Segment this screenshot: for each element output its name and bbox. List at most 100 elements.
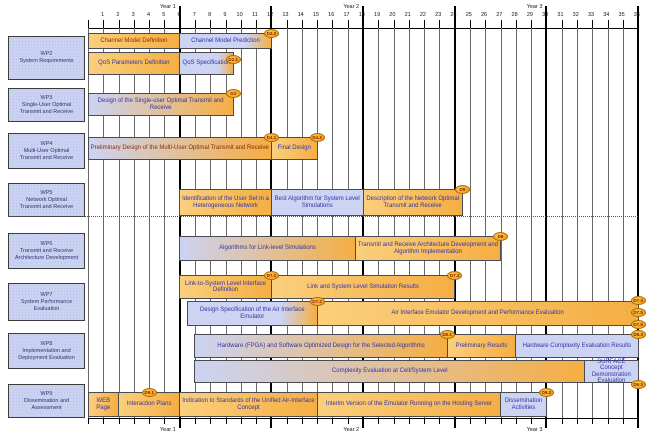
wp-box-label: Network Optimal (26, 196, 67, 203)
wp-box-label: WP9 (40, 390, 53, 397)
month-gridline (485, 28, 487, 418)
month-gridline (545, 28, 548, 418)
month-tick-bottom (164, 418, 166, 424)
month-number: 15 (312, 12, 320, 18)
gantt-bar-segment: Preliminary Design of the Multi-User Opt… (87, 137, 272, 160)
month-number: 11 (252, 12, 258, 18)
milestone-badge: D7.1 (263, 271, 279, 280)
gantt-bar-segment: Algorithms for Link-level Simulations (179, 236, 356, 261)
wp-box-label: WP5 (40, 189, 53, 196)
month-tick-top (545, 6, 548, 28)
gantt-bar-segment: Final Design (270, 137, 318, 160)
month-tick-top (347, 20, 349, 28)
month-tick-bottom (347, 418, 349, 424)
month-number: 8 (208, 12, 212, 18)
month-gridline (103, 28, 105, 418)
gantt-bar-segment: Design Specification of the Air Interfac… (186, 301, 318, 326)
gantt-bar-segment: WEB Page (87, 392, 120, 417)
month-tick-top (178, 6, 181, 28)
month-number: 17 (343, 12, 350, 18)
month-gridline (515, 28, 517, 418)
milestone-badge: D7.4 (630, 296, 646, 305)
month-number: 32 (572, 12, 579, 18)
month-gridline (622, 28, 624, 418)
month-number: 14 (297, 12, 304, 18)
wp-box-wp9: WP9 Dissemination and Assessment (8, 384, 85, 418)
wp-box-wp5: WP5 Network Optimal Transmit and Receive (8, 183, 85, 217)
month-number: 29 (526, 12, 533, 18)
month-tick-top (194, 20, 196, 28)
month-tick-top (485, 20, 487, 28)
gantt-bar-segment: Link-to-System Level Interface Definitio… (179, 275, 272, 299)
milestone-badge: D8.3 (630, 330, 646, 339)
gantt-bar-segment: Description of the Network Optimal Trans… (362, 189, 463, 216)
wp-box-wp4: WP4 Multi-User Optimal Transmit and Receiv… (8, 133, 85, 169)
wp-box-label: Transmit and Receive (19, 247, 74, 254)
gantt-bar-segment: Channel Model Definition (87, 33, 181, 49)
month-tick-bottom (607, 418, 609, 424)
month-tick-top (118, 20, 120, 28)
wp-box-label: WP7 (40, 291, 53, 298)
month-tick-top (439, 20, 441, 28)
milestone-badge: D9.2 (538, 388, 554, 397)
month-tick-bottom (408, 418, 410, 424)
month-gridline (362, 28, 365, 418)
month-gridline (439, 28, 441, 418)
month-tick-top (332, 20, 334, 28)
month-number: 26 (480, 12, 488, 18)
month-number: 5 (162, 12, 166, 18)
month-number: 16 (328, 12, 335, 18)
month-tick-top (103, 20, 105, 28)
month-tick-bottom (393, 418, 395, 424)
wp-box-wp3: WP3 Single-User Optimal Transmit and Recei… (8, 88, 85, 122)
month-tick-bottom (362, 418, 365, 428)
month-tick-top (576, 20, 578, 28)
gantt-bar-segment: Transmit and Receive Architecture Develo… (354, 236, 502, 261)
milestone-badge: D7.3 (447, 271, 463, 280)
month-tick-bottom (332, 418, 334, 424)
milestone-badge: D4.2 (309, 133, 325, 142)
year-label-bottom: Year 2 (343, 427, 360, 433)
month-tick-top (393, 20, 395, 28)
month-gridline (453, 28, 456, 418)
gantt-bar-segment: Channel Model Prediction (179, 33, 272, 49)
month-number: 4 (146, 12, 151, 18)
month-number: 7 (192, 12, 196, 18)
month-tick-bottom (592, 418, 594, 424)
milestone-badge: D7.2 (309, 297, 325, 306)
month-gridline (317, 28, 319, 418)
month-tick-bottom (531, 418, 533, 424)
wp-box-label: Architecture Development (14, 254, 79, 261)
milestone-badge: D9.1 (141, 388, 157, 397)
year-label-top: Year 2 (343, 4, 360, 10)
gantt-bar-segment: SURFACE Concept Demonstration Evaluation (584, 359, 639, 384)
month-number: 35 (618, 12, 625, 18)
gantt-bar-segment: Preliminary Results (446, 334, 517, 358)
month-number: 21 (404, 12, 411, 18)
month-tick-top (88, 20, 89, 28)
month-gridline (332, 28, 334, 418)
wp-box-label: WP4 (40, 140, 53, 147)
year-label-top: Year 3 (526, 4, 543, 10)
milestone-badge: D5 (454, 185, 470, 194)
gantt-bar-segment: Air Interface Emulator Development and P… (316, 301, 639, 326)
gantt-bar-segment: QoS Specification (179, 52, 234, 75)
milestone-badge: D2.1 (225, 55, 241, 64)
month-tick-top (622, 20, 624, 28)
gantt-bar-segment: Best Algorithm for System Level Simulati… (270, 189, 364, 216)
month-number: 27 (496, 12, 503, 18)
month-gridline (607, 28, 609, 418)
month-tick-top (164, 20, 166, 28)
month-tick-top (362, 6, 365, 28)
milestone-badge: D6 (493, 232, 509, 241)
month-tick-top (225, 20, 227, 28)
month-gridline (225, 28, 227, 418)
month-tick-top (317, 20, 319, 28)
month-gridline (576, 28, 578, 418)
month-gridline (561, 28, 563, 418)
month-tick-bottom (210, 418, 212, 424)
month-number: 30 (542, 12, 549, 18)
month-tick-bottom (178, 418, 181, 428)
milestone-badge: D3 (225, 89, 241, 98)
